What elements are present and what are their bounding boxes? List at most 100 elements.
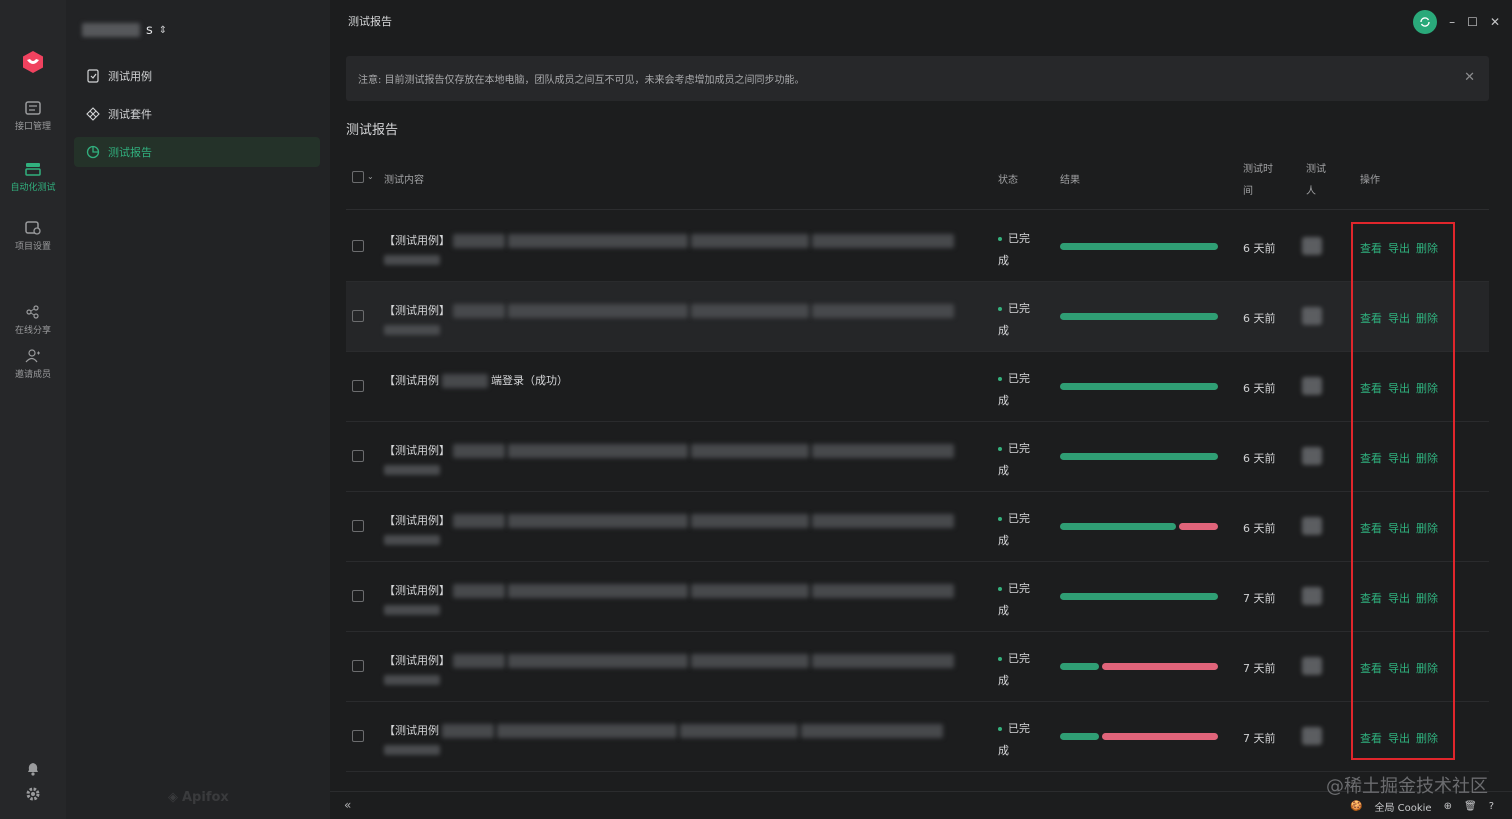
- test-time: 6 天前: [1243, 382, 1276, 395]
- row-checkbox[interactable]: [352, 520, 364, 532]
- delete-link[interactable]: 删除: [1416, 312, 1438, 325]
- view-link[interactable]: 查看: [1360, 242, 1382, 255]
- delete-link[interactable]: 删除: [1416, 592, 1438, 605]
- table-row[interactable]: 【测试用例 已完成 7 天前 查看 导出 删除: [346, 702, 1489, 772]
- section-title: 测试报告: [346, 123, 399, 138]
- test-suite-icon: [86, 107, 100, 121]
- status-text-1: 已完: [1008, 442, 1030, 455]
- table-row[interactable]: 【测试用例】 已完成 6 天前 查看 导出 删除: [346, 212, 1489, 282]
- redacted-text: [691, 233, 809, 248]
- rail-item-automation-test[interactable]: 自动化测试: [0, 162, 66, 193]
- chevron-down-icon[interactable]: ⌄: [367, 172, 374, 181]
- table-row[interactable]: 【测试用例 端登录（成功） 已完成 6 天前 查看 导出 删除: [346, 352, 1489, 422]
- close-icon[interactable]: ✕: [1464, 70, 1475, 85]
- maximize-icon[interactable]: ☐: [1467, 15, 1478, 29]
- test-time: 6 天前: [1243, 522, 1276, 535]
- row-actions: 查看 导出 删除: [1360, 730, 1438, 746]
- select-all-checkbox[interactable]: [352, 171, 364, 186]
- row-checkbox[interactable]: [352, 310, 364, 322]
- row-checkbox[interactable]: [352, 660, 364, 672]
- redacted-text: [691, 653, 809, 668]
- status-dot-icon: [998, 307, 1002, 311]
- view-link[interactable]: 查看: [1360, 732, 1382, 745]
- status-text-2: 成: [998, 534, 1009, 547]
- share-icon: [26, 305, 39, 319]
- row-checkbox[interactable]: [352, 590, 364, 602]
- sync-button[interactable]: [1413, 10, 1438, 34]
- rail-item-invite[interactable]: 邀请成员: [0, 349, 66, 380]
- trash-icon[interactable]: 🗑: [1463, 801, 1477, 812]
- table-row[interactable]: 【测试用例】 已完成 7 天前 查看 导出 删除: [346, 562, 1489, 632]
- delete-link[interactable]: 删除: [1416, 242, 1438, 255]
- export-link[interactable]: 导出: [1388, 452, 1410, 465]
- export-link[interactable]: 导出: [1388, 382, 1410, 395]
- nav-item-label: 测试报告: [108, 146, 152, 159]
- brand-name: Apifox: [182, 790, 229, 805]
- tester-avatar: [1302, 237, 1322, 255]
- redacted-subtext: [384, 605, 440, 615]
- row-checkbox[interactable]: [352, 730, 364, 742]
- rail-label: 自动化测试: [10, 183, 56, 193]
- delete-link[interactable]: 删除: [1416, 522, 1438, 535]
- export-link[interactable]: 导出: [1388, 732, 1410, 745]
- redacted-text: [812, 583, 954, 598]
- window-controls: – ☐ ✕: [1413, 10, 1500, 34]
- delete-link[interactable]: 删除: [1416, 452, 1438, 465]
- row-checkbox[interactable]: [352, 450, 364, 462]
- row-checkbox[interactable]: [352, 240, 364, 252]
- view-link[interactable]: 查看: [1360, 452, 1382, 465]
- redacted-text: [453, 653, 505, 668]
- delete-link[interactable]: 删除: [1416, 662, 1438, 675]
- table-row[interactable]: 【测试用例】 已完成 6 天前 查看 导出 删除: [346, 492, 1489, 562]
- tester-avatar: [1302, 517, 1322, 535]
- nav-item-test-reports[interactable]: 测试报告: [74, 137, 320, 167]
- rail-item-api-management[interactable]: 接口管理: [0, 101, 66, 132]
- redacted-text: [497, 723, 677, 738]
- gear-icon[interactable]: [25, 786, 41, 802]
- view-link[interactable]: 查看: [1360, 382, 1382, 395]
- view-link[interactable]: 查看: [1360, 312, 1382, 325]
- delete-link[interactable]: 删除: [1416, 382, 1438, 395]
- rail-label: 接口管理: [14, 122, 51, 132]
- redacted-text: [812, 233, 954, 248]
- redacted-text: [508, 583, 688, 598]
- apifox-brand-icon: ◈: [168, 790, 178, 805]
- case-prefix: 【测试用例】: [384, 444, 450, 457]
- status-text-1: 已完: [1008, 582, 1030, 595]
- table-row[interactable]: 【测试用例】 已完成 7 天前 查看 导出 删除: [346, 632, 1489, 702]
- table-header: ⌄ 测试内容 状态 结果 测试时 间 测试 人 操作: [346, 150, 1489, 210]
- export-link[interactable]: 导出: [1388, 522, 1410, 535]
- bell-icon[interactable]: [25, 761, 41, 777]
- close-window-icon[interactable]: ✕: [1489, 15, 1500, 29]
- export-link[interactable]: 导出: [1388, 242, 1410, 255]
- table-row[interactable]: 【测试用例】 已完成 6 天前 查看 导出 删除: [346, 422, 1489, 492]
- status-badge: 已完成: [998, 438, 1030, 482]
- minimize-icon[interactable]: –: [1449, 15, 1456, 29]
- header-tester-1: 测试: [1306, 164, 1326, 175]
- rail-item-share[interactable]: 在线分享: [0, 305, 66, 336]
- redacted-text: [508, 653, 688, 668]
- view-link[interactable]: 查看: [1360, 662, 1382, 675]
- export-link[interactable]: 导出: [1388, 592, 1410, 605]
- help-icon[interactable]: ?: [1488, 801, 1494, 812]
- nav-item-test-cases[interactable]: 测试用例: [74, 61, 320, 91]
- delete-link[interactable]: 删除: [1416, 732, 1438, 745]
- collapse-sidebar-icon[interactable]: «: [344, 798, 352, 812]
- view-link[interactable]: 查看: [1360, 592, 1382, 605]
- sync-icon: [1420, 17, 1430, 27]
- case-prefix: 【测试用例】: [384, 304, 450, 317]
- export-link[interactable]: 导出: [1388, 312, 1410, 325]
- row-content: 【测试用例】: [384, 230, 974, 265]
- nav-item-test-suites[interactable]: 测试套件: [74, 99, 320, 129]
- test-time: 7 天前: [1243, 732, 1276, 745]
- view-link[interactable]: 查看: [1360, 522, 1382, 535]
- row-checkbox[interactable]: [352, 380, 364, 392]
- project-switcher[interactable]: s ⇕: [82, 20, 167, 40]
- status-text-2: 成: [998, 674, 1009, 687]
- pass-segment: [1060, 523, 1176, 530]
- global-cookie-button[interactable]: 全局 Cookie: [1374, 803, 1432, 814]
- table-row[interactable]: 【测试用例】 已完成 6 天前 查看 导出 删除: [346, 282, 1489, 352]
- upload-icon[interactable]: ⊕: [1443, 801, 1452, 812]
- export-link[interactable]: 导出: [1388, 662, 1410, 675]
- rail-item-project-settings[interactable]: 项目设置: [0, 221, 66, 252]
